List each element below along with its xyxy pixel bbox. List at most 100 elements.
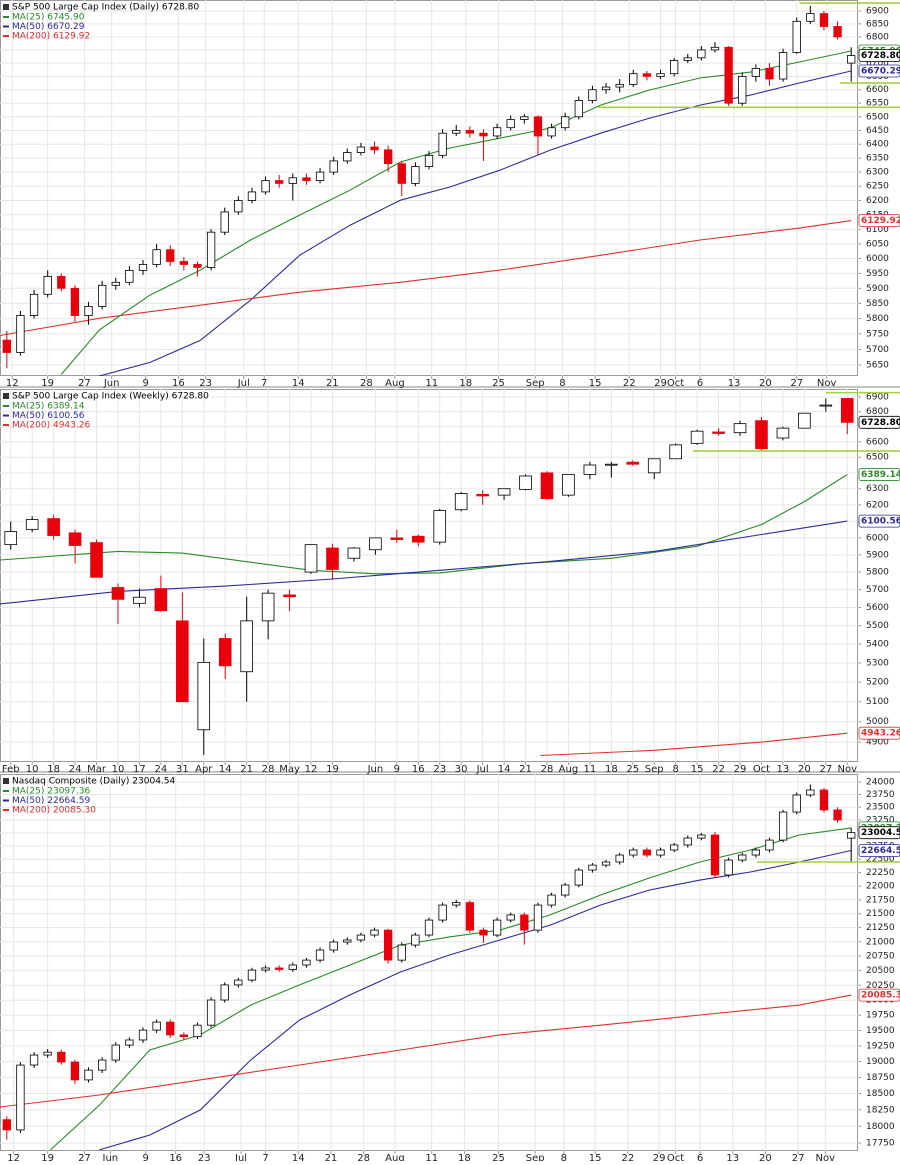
- y-tick-label: 5200: [866, 678, 889, 688]
- candle-body: [588, 864, 597, 871]
- candle-body: [288, 964, 297, 970]
- candle-body: [369, 537, 382, 551]
- candle-body: [261, 592, 275, 622]
- candle-body: [656, 73, 665, 77]
- legend-icon: [3, 778, 9, 784]
- candle-body: [751, 67, 761, 77]
- x-tick-label: 29: [653, 1153, 666, 1161]
- legend-entry: MA(25) 6389.14: [12, 402, 85, 412]
- x-tick-label: 22: [712, 764, 725, 775]
- moving-average-line: [0, 220, 852, 337]
- candle-body: [765, 67, 774, 80]
- candle-body: [304, 544, 318, 573]
- candle-body: [220, 984, 229, 1001]
- candle-body: [438, 904, 447, 921]
- x-tick-label: 30: [455, 764, 468, 775]
- plot-content: [0, 0, 858, 376]
- candle-body: [751, 849, 761, 856]
- x-tick-label: May: [279, 764, 300, 775]
- x-tick-label: Mar: [87, 764, 107, 775]
- y-tick-label: 23750: [866, 790, 895, 800]
- candle-body: [234, 979, 243, 986]
- x-tick-label: 18: [458, 1153, 471, 1161]
- y-tick-label: 6850: [866, 19, 889, 29]
- x-tick-label: 18: [459, 378, 472, 389]
- price-label: 6129.92: [861, 216, 900, 226]
- candle-body: [302, 959, 311, 966]
- x-tick-label: 14: [292, 378, 305, 389]
- candle-body: [261, 967, 270, 971]
- price-label-box: [858, 988, 900, 1002]
- y-tick-label: 6600: [866, 437, 889, 447]
- candle-body: [433, 510, 447, 543]
- x-tick-label: 27: [78, 378, 91, 389]
- y-tick-label: 6450: [866, 126, 889, 136]
- candle-body: [125, 1039, 134, 1046]
- candle-body: [234, 200, 243, 213]
- x-tick-label: Feb: [2, 764, 20, 775]
- y-tick-label: 6500: [866, 453, 889, 463]
- candle-body: [776, 427, 790, 439]
- x-tick-label: 20: [759, 378, 772, 389]
- x-tick-label: 15: [589, 378, 602, 389]
- candle-body: [424, 919, 434, 936]
- candle-body: [506, 119, 515, 129]
- y-tick-label: 5650: [866, 360, 889, 370]
- x-tick-label: 16: [412, 764, 425, 775]
- x-tick-label: 11: [584, 764, 597, 775]
- candle-body: [397, 163, 406, 184]
- moving-average-line: [60, 50, 852, 375]
- x-tick-label: 29: [734, 764, 747, 775]
- candle-body: [347, 547, 361, 559]
- x-tick-label: Jun: [103, 378, 120, 389]
- y-tick-label: 23500: [866, 803, 895, 813]
- x-tick-label: 25: [626, 764, 639, 775]
- candle-body: [326, 547, 339, 570]
- price-label-box: [858, 468, 900, 481]
- legend-icon: [3, 4, 9, 10]
- x-tick-label: 13: [728, 378, 741, 389]
- x-tick-label: 24: [69, 764, 82, 775]
- candle-body: [479, 929, 488, 936]
- candle-body: [166, 1021, 175, 1036]
- x-tick-label: Nov: [817, 378, 837, 389]
- candle-body: [84, 1069, 93, 1081]
- candle-body: [506, 914, 515, 921]
- candle-body: [479, 132, 488, 137]
- plot-area: [0, 774, 858, 1151]
- y-tick-label: 6900: [866, 393, 889, 403]
- y-tick-label: 6250: [866, 182, 889, 192]
- candle-body: [356, 146, 366, 153]
- y-tick-label: 5000: [866, 717, 889, 727]
- x-tick-label: 12: [305, 764, 318, 775]
- candle-body: [356, 934, 366, 941]
- candle-body: [315, 949, 325, 961]
- candle-body: [669, 60, 679, 75]
- y-tick-label: 23250: [866, 815, 895, 825]
- candle-body: [588, 89, 597, 101]
- y-tick-label: 5500: [866, 621, 889, 631]
- y-tick-label: 6500: [866, 112, 889, 122]
- x-tick-label: Jul: [237, 378, 250, 389]
- x-tick-label: 11: [425, 378, 438, 389]
- candle-body: [656, 849, 665, 856]
- moving-average-line: [0, 994, 852, 1108]
- y-tick-label: 21250: [866, 923, 895, 933]
- x-tick-label: 28: [357, 1153, 370, 1161]
- x-tick-label: Jun: [102, 1153, 119, 1161]
- y-tick-label: 5600: [866, 603, 889, 613]
- price-label-box: [858, 844, 900, 857]
- y-tick-label: 5700: [866, 345, 889, 355]
- y-tick-label: 20250: [866, 981, 895, 991]
- candle-body: [424, 154, 434, 167]
- x-tick-label: Aug: [559, 764, 579, 775]
- y-tick-label: 5900: [866, 550, 889, 560]
- y-tick-label: 6300: [866, 484, 889, 494]
- y-tick-label: 6350: [866, 154, 889, 164]
- candle-body: [629, 849, 638, 856]
- candle-body: [4, 531, 18, 546]
- y-tick-label: 24000: [866, 778, 895, 788]
- y-tick-label: 5300: [866, 658, 889, 668]
- candle-body: [724, 46, 733, 104]
- candle-body: [540, 472, 554, 500]
